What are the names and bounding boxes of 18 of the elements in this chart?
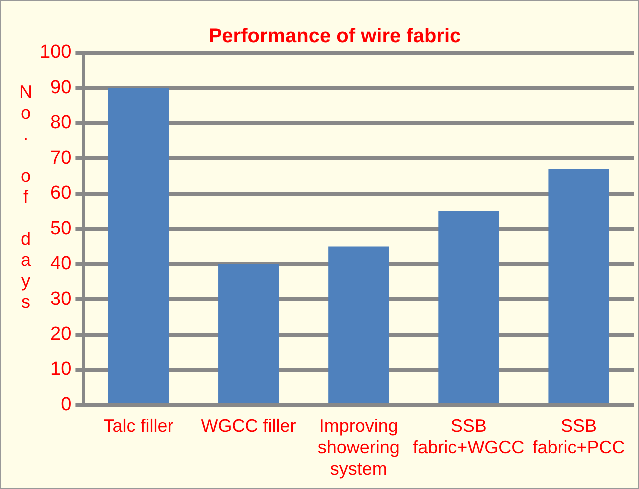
x-tick-label: SSB fabric+PCC (532, 416, 626, 458)
text: No. of days (20, 82, 32, 312)
x-tick-label: Talc filler (104, 416, 174, 436)
y-tick-label: 100 (40, 42, 72, 64)
y-tick-label: 40 (50, 254, 72, 275)
y-tick-label: 70 (50, 148, 72, 169)
chart-title: Performance of wire fabric (208, 26, 462, 48)
y-tick-label: 50 (50, 218, 72, 240)
y-tick-label: 60 (50, 183, 72, 204)
x-tick-label: WGCC filler (201, 416, 296, 436)
x-tick-label: Improving showering system (318, 416, 400, 480)
y-tick-label: 20 (50, 324, 72, 345)
x-tick-label: SSB fabric+WGCC (413, 416, 525, 458)
y-tick-label: 80 (50, 112, 72, 134)
y-tick-label: 0 (61, 394, 72, 416)
y-tick-label: 30 (50, 288, 72, 310)
y-tick-label: 10 (50, 359, 72, 380)
y-tick-label: 90 (50, 77, 72, 98)
